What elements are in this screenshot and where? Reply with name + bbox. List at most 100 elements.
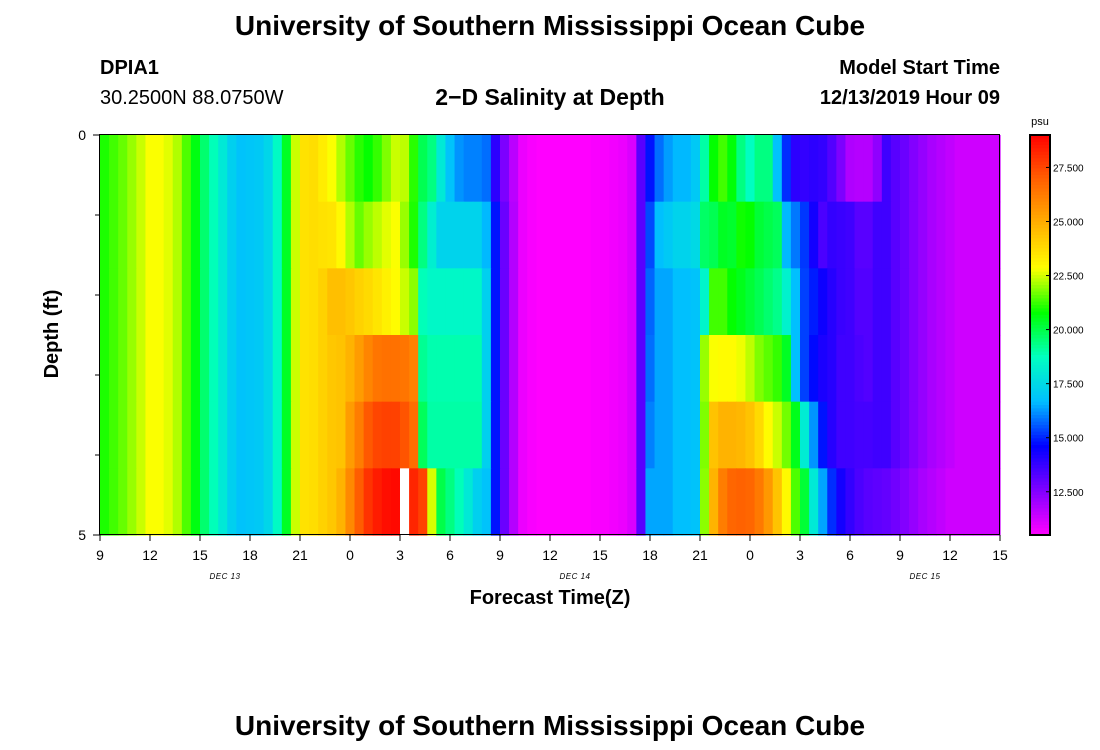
- heatmap-cell: [518, 401, 528, 469]
- heatmap-cell: [681, 201, 692, 269]
- heatmap-cell: [909, 468, 919, 536]
- heatmap-cell: [372, 201, 383, 269]
- heatmap-cell: [390, 135, 401, 203]
- heatmap-cell: [100, 335, 110, 403]
- heatmap-cell: [772, 268, 783, 336]
- heatmap-cell: [572, 468, 583, 536]
- heatmap-cell: [345, 401, 356, 469]
- heatmap-cell: [918, 468, 928, 536]
- heatmap-cell: [863, 135, 874, 203]
- heatmap-cell: [627, 268, 637, 336]
- heatmap-cell: [390, 335, 401, 403]
- heatmap-cell: [918, 135, 928, 203]
- heatmap-cell: [963, 468, 974, 536]
- heatmap-cell: [872, 468, 883, 536]
- heatmap-cell: [936, 335, 947, 403]
- heatmap-cell: [127, 401, 137, 469]
- heatmap-cell: [981, 268, 992, 336]
- heatmap-cell: [790, 201, 801, 269]
- colorbar-swatch: [1030, 248, 1050, 253]
- heatmap-cell: [245, 268, 256, 336]
- heatmap-cell: [927, 201, 937, 269]
- heatmap-cell: [772, 135, 783, 203]
- heatmap-cell: [172, 335, 183, 403]
- heatmap-cell: [409, 335, 419, 403]
- colorbar-swatch: [1030, 425, 1050, 429]
- heatmap-cell: [336, 268, 347, 336]
- x-tick-label: 12: [542, 547, 558, 563]
- colorbar-swatch: [1030, 485, 1050, 489]
- heatmap-cell: [690, 268, 701, 336]
- heatmap-cell: [263, 335, 274, 403]
- heatmap-cell: [136, 201, 147, 269]
- x-tick-label: 21: [292, 547, 308, 563]
- heatmap-cell: [663, 335, 674, 403]
- heatmap-cell: [436, 468, 447, 536]
- colorbar-tick-label: 12.500: [1053, 488, 1084, 499]
- heatmap-cell: [372, 135, 383, 203]
- y-tick-label: 0: [78, 127, 86, 143]
- heatmap-cell: [281, 201, 292, 269]
- heatmap-cell: [809, 335, 819, 403]
- heatmap-cell: [854, 468, 865, 536]
- heatmap-cell: [545, 201, 556, 269]
- heatmap-cell: [109, 468, 119, 536]
- heatmap-cell: [381, 201, 392, 269]
- heatmap-cell: [663, 135, 674, 203]
- heatmap-cell: [654, 401, 665, 469]
- heatmap-cell: [681, 268, 692, 336]
- colorbar-swatch: [1030, 355, 1050, 359]
- heatmap-cell: [136, 335, 147, 403]
- x-tick-label: 15: [592, 547, 608, 563]
- heatmap-cell: [463, 135, 474, 203]
- heatmap-cell: [718, 268, 728, 336]
- heatmap-cells: [100, 135, 1001, 536]
- heatmap-cell: [590, 468, 601, 536]
- heatmap-cell: [309, 135, 319, 203]
- heatmap-cell: [300, 201, 310, 269]
- colorbar-swatch: [1030, 331, 1050, 336]
- heatmap-cell: [818, 135, 828, 203]
- heatmap-cell: [381, 135, 392, 203]
- heatmap-cell: [436, 335, 447, 403]
- heatmap-cell: [154, 135, 165, 203]
- heatmap-cell: [827, 468, 837, 536]
- heatmap-cell: [718, 401, 728, 469]
- heatmap-cell: [300, 401, 310, 469]
- colorbar-swatch: [1030, 311, 1050, 316]
- heatmap-cell: [509, 401, 519, 469]
- colorbar-swatch: [1030, 138, 1050, 143]
- heatmap-cell: [872, 268, 883, 336]
- heatmap-cell: [300, 135, 310, 203]
- colorbar-swatch: [1030, 258, 1050, 263]
- heatmap-cell: [872, 135, 883, 203]
- heatmap-cell: [963, 401, 974, 469]
- heatmap-cell: [609, 335, 619, 403]
- heatmap-cell: [100, 468, 110, 536]
- colorbar-swatch: [1030, 255, 1050, 259]
- heatmap-cell: [200, 268, 210, 336]
- heatmap-cell: [354, 268, 365, 336]
- heatmap-cell: [518, 268, 528, 336]
- heatmap-cell: [563, 135, 574, 203]
- heatmap-cell: [572, 401, 583, 469]
- heatmap-cell: [763, 201, 774, 269]
- heatmap-cell: [254, 135, 265, 203]
- heatmap-cell: [700, 468, 710, 536]
- colorbar-swatch: [1030, 178, 1050, 183]
- colorbar-swatch: [1030, 195, 1050, 199]
- colorbar-swatch: [1030, 188, 1050, 193]
- heatmap-cell: [981, 335, 992, 403]
- heatmap-cell: [709, 401, 719, 469]
- heatmap-cell: [145, 268, 156, 336]
- heatmap-cell: [881, 135, 892, 203]
- colorbar-swatch: [1030, 345, 1050, 349]
- heatmap-cell: [236, 401, 247, 469]
- heatmap-cell: [745, 401, 756, 469]
- heatmap-cell: [163, 135, 174, 203]
- colorbar-swatch: [1030, 208, 1050, 213]
- colorbar-swatch: [1030, 511, 1050, 516]
- heatmap-cell: [936, 401, 947, 469]
- heatmap-cell: [536, 401, 547, 469]
- heatmap-cell: [300, 468, 310, 536]
